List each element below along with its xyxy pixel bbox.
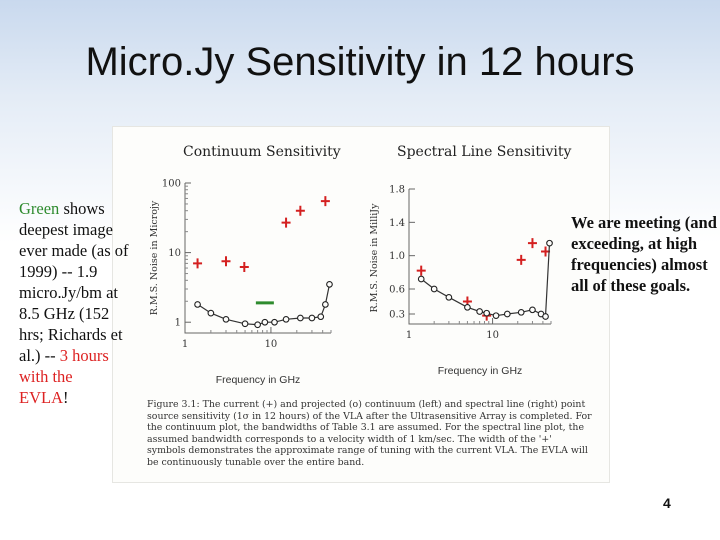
chart-title: Spectral Line Sensitivity [397, 144, 571, 160]
chart-title: Continuum Sensitivity [183, 144, 341, 160]
projected-evla-point [517, 308, 525, 316]
current-vla-point [239, 262, 249, 273]
y-tick-label: 0.3 [389, 310, 405, 321]
right-text-box: We are meeting (and exceeding, at high f… [571, 213, 717, 295]
current-vla-point [295, 205, 305, 216]
green-label: Green [19, 199, 60, 218]
y-tick-label: 1 [175, 318, 181, 329]
current-vla-point [281, 217, 291, 228]
projected-evla-point [261, 318, 269, 326]
projected-evla-point [542, 313, 549, 320]
current-vla-point [416, 265, 426, 276]
projected-evla-point [297, 314, 304, 322]
x-tick-label: 1 [406, 330, 412, 341]
y-tick-label: 1.0 [389, 251, 405, 262]
projected-evla-point [492, 312, 500, 320]
projected-evla-point [445, 293, 453, 301]
current-vla-point [221, 256, 231, 267]
x-axis-label: Frequency in GHz [438, 365, 523, 377]
projected-evla-point [503, 310, 511, 318]
projected-evla-point [222, 315, 230, 323]
current-vla-point [320, 196, 330, 207]
x-tick-label: 1 [182, 339, 188, 350]
projected-evla-point [254, 321, 261, 329]
projected-evla-point [317, 313, 325, 321]
projected-evla-point [546, 239, 553, 247]
projected-evla-point [464, 303, 471, 311]
y-axis-label: R.M.S. Noise in MilliJy [369, 203, 380, 313]
sensitivity-charts: Continuum Sensitivity Frequency in GHz R.M… [149, 144, 571, 386]
projected-sensitivity-line [420, 243, 551, 318]
projected-evla-point [282, 315, 290, 323]
projected-evla-point [417, 275, 425, 283]
x-tick-label: 10 [486, 330, 499, 341]
y-tick-label: 0.6 [389, 285, 405, 296]
projected-evla-point [529, 306, 536, 314]
y-tick-label: 100 [162, 179, 181, 190]
figure-caption: Figure 3.1: The current (+) and projecte… [147, 399, 592, 468]
projected-evla-point [207, 309, 215, 317]
red-text-2: EVLA [19, 388, 63, 407]
projected-evla-point [483, 309, 491, 317]
projected-evla-point [271, 318, 278, 326]
slide-title: Micro.Jy Sensitivity in 12 hours [85, 40, 635, 84]
x-axis-label: Frequency in GHz [216, 374, 301, 386]
current-vla-point [527, 238, 537, 249]
projected-evla-point [476, 308, 483, 315]
y-axis-label: R.M.S. Noise in Microjy [149, 200, 160, 315]
projected-evla-point [326, 280, 333, 288]
projected-evla-point [241, 320, 249, 328]
red-text-1: 3 hours with the [19, 346, 109, 386]
projected-evla-point [194, 301, 201, 308]
left-text-end: ! [63, 388, 69, 407]
figure-image: Continuum Sensitivity Frequency in GHz R.M… [112, 126, 610, 483]
current-vla-point [516, 254, 526, 265]
y-tick-label: 1.8 [389, 185, 405, 196]
current-vla-point [193, 258, 203, 269]
left-text-box: Green shows deepest image ever made (as … [19, 198, 137, 408]
axis-frame [408, 189, 551, 325]
projected-evla-point [308, 314, 316, 322]
left-text-body: shows deepest image ever made (as of 199… [19, 199, 129, 365]
projected-evla-point [322, 301, 329, 308]
y-tick-label: 1.4 [389, 218, 405, 229]
x-tick-label: 10 [265, 339, 278, 350]
projected-evla-point [430, 285, 438, 293]
y-tick-label: 10 [168, 248, 181, 259]
page-number: 4 [663, 495, 671, 511]
